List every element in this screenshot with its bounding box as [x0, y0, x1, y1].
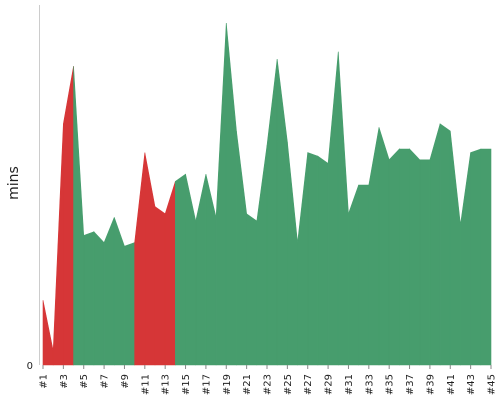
x-tick-label: #3 [59, 374, 70, 389]
area-segment-highlighted [164, 181, 176, 366]
area-segment [205, 174, 217, 366]
area-segment [195, 174, 207, 366]
area-segment [266, 58, 278, 366]
x-tick-label: #27 [303, 374, 314, 395]
area-segment [175, 173, 186, 366]
x-tick-label: #19 [222, 374, 233, 395]
area-segment [439, 123, 451, 366]
area-segment-highlighted [134, 152, 146, 366]
y-axis-ticks: 0 [27, 361, 33, 372]
x-tick-label: #43 [466, 374, 477, 395]
area-segment [460, 152, 471, 366]
area-segment [378, 127, 390, 366]
area-segment [73, 66, 85, 366]
area-segment [236, 130, 247, 366]
x-tick-label: #35 [385, 374, 396, 395]
x-tick-label: #7 [100, 374, 111, 389]
x-tick-label: #33 [364, 374, 375, 395]
area-segment [358, 184, 370, 366]
x-tick-label: #5 [79, 374, 90, 389]
area-segment [297, 152, 309, 366]
area-segment [307, 152, 319, 366]
x-tick-label: #9 [120, 374, 131, 389]
x-tick-label: #1 [39, 374, 50, 389]
area-segment [480, 148, 492, 366]
area-segment [225, 22, 237, 366]
area-segment [388, 148, 400, 366]
x-tick-label: #37 [405, 374, 416, 395]
area-segment [246, 213, 258, 366]
x-tick-label: #39 [425, 374, 436, 395]
x-tick-label: #17 [201, 374, 212, 395]
area-segment [449, 130, 461, 366]
area-segment [287, 141, 298, 366]
area-segment [93, 231, 105, 366]
area-segment [327, 51, 339, 366]
area-segment [103, 217, 115, 366]
area-segment [124, 242, 135, 366]
x-tick-label: #13 [161, 374, 172, 395]
area-segment [185, 174, 197, 366]
area-segment [276, 58, 288, 366]
x-tick-label: #45 [487, 374, 498, 395]
x-tick-label: #21 [242, 374, 253, 395]
x-tick-label: #41 [446, 374, 457, 395]
x-tick-label: #25 [283, 374, 294, 395]
area-segment [470, 148, 482, 366]
area-segment [429, 123, 441, 366]
x-tick-label: #15 [181, 374, 192, 395]
area-segment [256, 145, 268, 366]
area-segment [317, 155, 329, 366]
area-segment-highlighted [52, 123, 64, 366]
area-segment [113, 217, 125, 366]
area-segment-highlighted [42, 300, 54, 366]
x-axis-ticks: #1 #3 #5 #7 #9 #11 #13 #15 #17 #19 #21 #23 #25 #27 #29… [39, 365, 498, 395]
area-segment [215, 22, 227, 366]
x-tick-label: #31 [344, 374, 355, 395]
area-segment [83, 231, 95, 366]
area-segment [399, 148, 410, 366]
x-tick-label: #11 [140, 374, 151, 395]
area-segment-highlighted [63, 66, 74, 366]
area-segment [368, 127, 380, 366]
area-segment-highlighted [144, 152, 156, 366]
x-tick-label: #23 [263, 374, 274, 395]
area-segment [419, 159, 431, 366]
area-segment [348, 184, 359, 366]
x-tick-label: #29 [324, 374, 335, 395]
y-axis-label: mins [6, 166, 22, 200]
area-segment [409, 148, 421, 366]
y-tick-label: 0 [27, 361, 33, 372]
area-segment [337, 51, 349, 366]
area-segment-highlighted [154, 206, 166, 366]
area-series [42, 22, 492, 366]
